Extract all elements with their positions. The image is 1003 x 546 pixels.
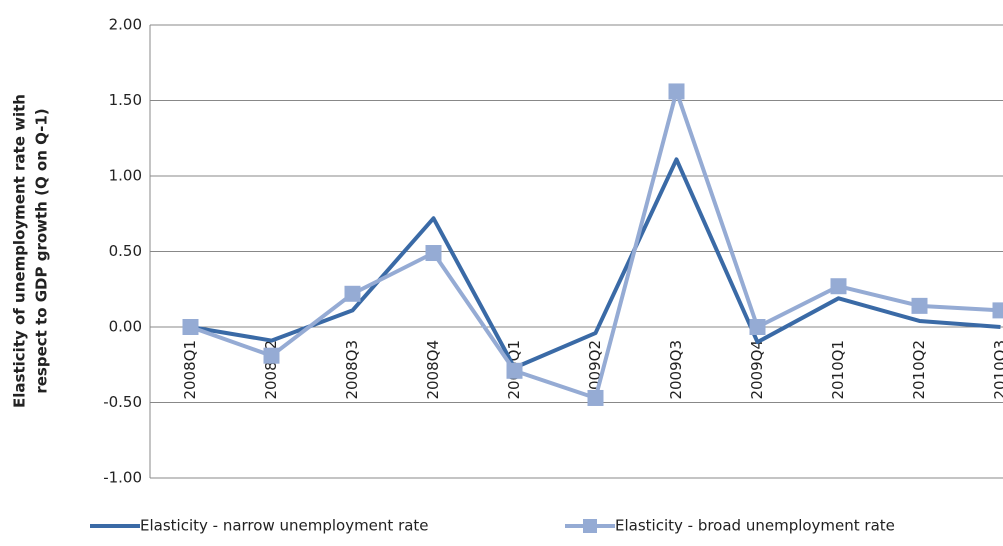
point-marker xyxy=(263,347,280,364)
point-marker xyxy=(182,319,199,335)
point-marker xyxy=(425,245,442,262)
x-tick-label: 2010Q3 xyxy=(991,340,1003,400)
point-marker xyxy=(587,389,604,406)
y-tick-label: -0.50 xyxy=(103,393,142,411)
point-marker xyxy=(668,83,685,100)
y-tick-label: -1.00 xyxy=(103,469,142,487)
point-marker xyxy=(749,319,766,335)
legend-label: Elasticity - narrow unemployment rate xyxy=(140,517,429,535)
point-marker xyxy=(830,278,847,295)
y-tick-label: 1.50 xyxy=(109,91,142,109)
x-tick-label: 2008Q4 xyxy=(424,340,442,400)
x-tick-label: 2009Q4 xyxy=(748,340,766,400)
x-tick-label: 2010Q2 xyxy=(910,340,928,400)
y-tick-label: 0.00 xyxy=(109,318,142,336)
y-axis-label: Elasticity of unemployment rate with xyxy=(11,94,29,408)
point-marker xyxy=(506,362,523,379)
series-line xyxy=(190,157,1001,370)
y-tick-label: 1.00 xyxy=(109,167,142,185)
legend-label: Elasticity - broad unemployment rate xyxy=(615,517,895,535)
legend-marker xyxy=(583,519,597,533)
point-marker xyxy=(992,302,1003,319)
x-tick-label: 2008Q1 xyxy=(181,340,199,400)
x-tick-label: 2009Q3 xyxy=(667,340,685,400)
x-tick-label: 2010Q1 xyxy=(829,340,847,400)
y-axis-label: respect to GDP growth (Q on Q-1) xyxy=(33,108,51,393)
y-tick-label: 0.50 xyxy=(109,242,142,260)
y-tick-label: 2.00 xyxy=(109,16,142,34)
point-marker xyxy=(911,297,928,314)
point-marker xyxy=(344,285,361,302)
x-tick-label: 2008Q3 xyxy=(343,340,361,400)
